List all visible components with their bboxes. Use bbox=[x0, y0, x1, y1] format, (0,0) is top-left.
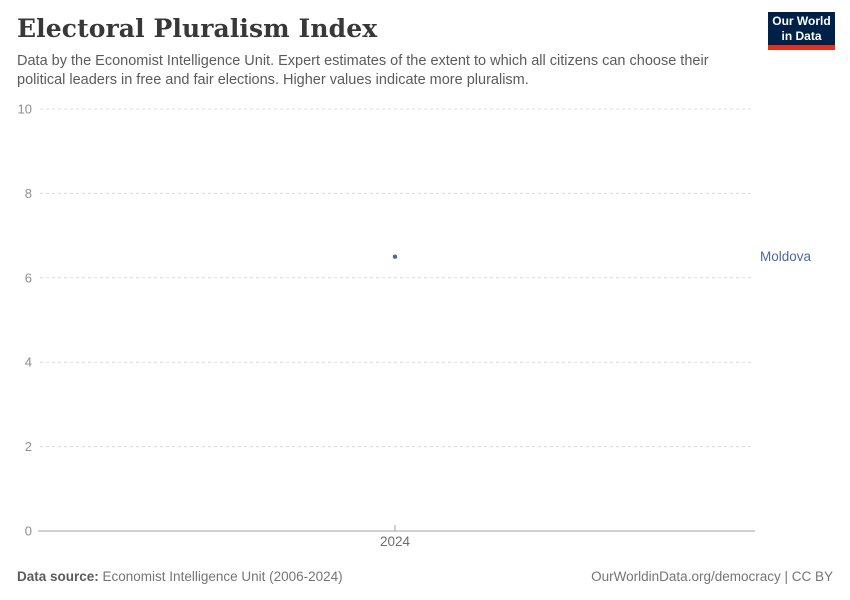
chart-footer: Data source: Economist Intelligence Unit… bbox=[17, 569, 833, 584]
data-source-note: Data source: Economist Intelligence Unit… bbox=[17, 569, 343, 584]
y-tick-label: 6 bbox=[25, 270, 32, 285]
x-tick-label: 2024 bbox=[380, 534, 411, 549]
y-tick-label: 2 bbox=[25, 439, 32, 454]
chart-subtitle-line1: Data by the Economist Intelligence Unit.… bbox=[17, 53, 709, 69]
owid-logo-text: Our World in Data bbox=[772, 14, 831, 43]
entity-label[interactable]: Moldova bbox=[760, 249, 812, 264]
y-tick-label: 10 bbox=[18, 102, 32, 117]
y-tick-label: 0 bbox=[25, 524, 32, 539]
chart-header: Electoral Pluralism Index Data by the Ec… bbox=[17, 12, 835, 89]
chart-subtitle: Data by the Economist Intelligence Unit.… bbox=[17, 52, 757, 89]
chart-title: Electoral Pluralism Index bbox=[17, 14, 378, 43]
data-source-label: Data source: bbox=[17, 569, 99, 584]
chart-subtitle-line2: political leaders in free and fair elect… bbox=[17, 71, 529, 88]
y-tick-label: 8 bbox=[25, 186, 32, 201]
y-tick-label: 4 bbox=[25, 355, 32, 370]
data-source-text: Economist Intelligence Unit (2006-2024) bbox=[98, 569, 343, 584]
owid-url-license[interactable]: OurWorldinData.org/democracy | CC BY bbox=[591, 569, 833, 584]
owid-logo[interactable]: Our World in Data bbox=[768, 12, 835, 50]
data-point-moldova[interactable] bbox=[392, 254, 398, 259]
plot-area: 0 2 4 6 8 10 2024 Moldova bbox=[0, 95, 850, 555]
